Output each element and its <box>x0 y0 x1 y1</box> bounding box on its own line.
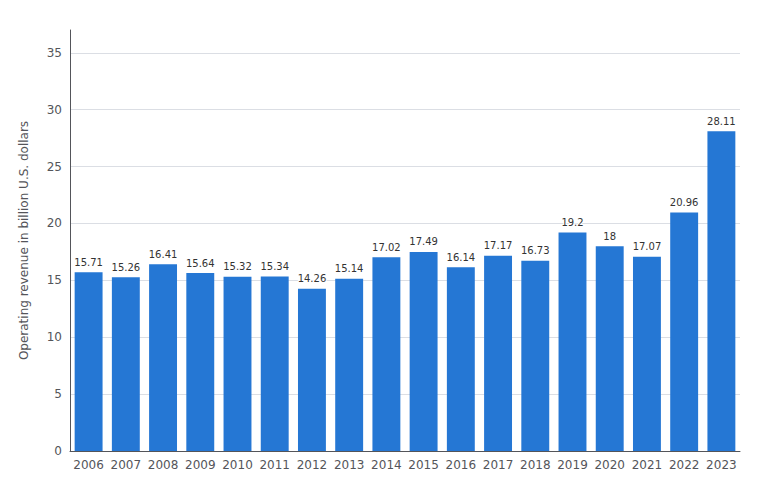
svg-text:2018: 2018 <box>520 458 551 472</box>
svg-text:Operating revenue in billion U: Operating revenue in billion U.S. dollar… <box>17 121 31 360</box>
svg-text:15.71: 15.71 <box>74 257 103 268</box>
svg-text:2008: 2008 <box>148 458 179 472</box>
svg-text:17.07: 17.07 <box>633 241 662 252</box>
svg-text:2009: 2009 <box>185 458 216 472</box>
svg-text:2016: 2016 <box>446 458 477 472</box>
svg-text:10: 10 <box>47 330 62 344</box>
svg-text:15.64: 15.64 <box>186 258 215 269</box>
svg-text:25: 25 <box>47 160 62 174</box>
svg-text:14.26: 14.26 <box>298 273 327 284</box>
svg-text:15.32: 15.32 <box>223 261 252 272</box>
svg-text:30: 30 <box>47 103 62 117</box>
svg-text:2022: 2022 <box>669 458 700 472</box>
svg-text:2007: 2007 <box>111 458 142 472</box>
svg-text:2014: 2014 <box>371 458 402 472</box>
svg-text:2020: 2020 <box>594 458 625 472</box>
svg-text:2012: 2012 <box>297 458 328 472</box>
svg-text:0: 0 <box>54 444 62 458</box>
svg-text:19.2: 19.2 <box>561 217 583 228</box>
svg-text:15.26: 15.26 <box>112 262 141 273</box>
svg-text:2010: 2010 <box>222 458 253 472</box>
svg-text:18: 18 <box>603 231 616 242</box>
svg-text:16.73: 16.73 <box>521 245 550 256</box>
svg-text:20.96: 20.96 <box>670 197 699 208</box>
svg-text:35: 35 <box>47 46 62 60</box>
svg-text:2013: 2013 <box>334 458 365 472</box>
svg-text:2023: 2023 <box>706 458 737 472</box>
svg-text:15.34: 15.34 <box>260 261 289 272</box>
svg-text:5: 5 <box>54 387 62 401</box>
svg-text:2021: 2021 <box>632 458 663 472</box>
svg-text:2017: 2017 <box>483 458 514 472</box>
svg-text:15: 15 <box>47 273 62 287</box>
svg-text:15.14: 15.14 <box>335 263 364 274</box>
svg-text:2015: 2015 <box>408 458 439 472</box>
svg-text:2011: 2011 <box>259 458 290 472</box>
svg-text:17.02: 17.02 <box>372 242 401 253</box>
svg-text:16.41: 16.41 <box>149 249 178 260</box>
svg-text:2019: 2019 <box>557 458 588 472</box>
svg-text:17.17: 17.17 <box>484 240 513 251</box>
svg-text:28.11: 28.11 <box>707 116 736 127</box>
svg-text:16.14: 16.14 <box>447 252 476 263</box>
svg-text:17.49: 17.49 <box>409 236 438 247</box>
svg-text:2006: 2006 <box>73 458 104 472</box>
svg-text:20: 20 <box>47 216 62 230</box>
